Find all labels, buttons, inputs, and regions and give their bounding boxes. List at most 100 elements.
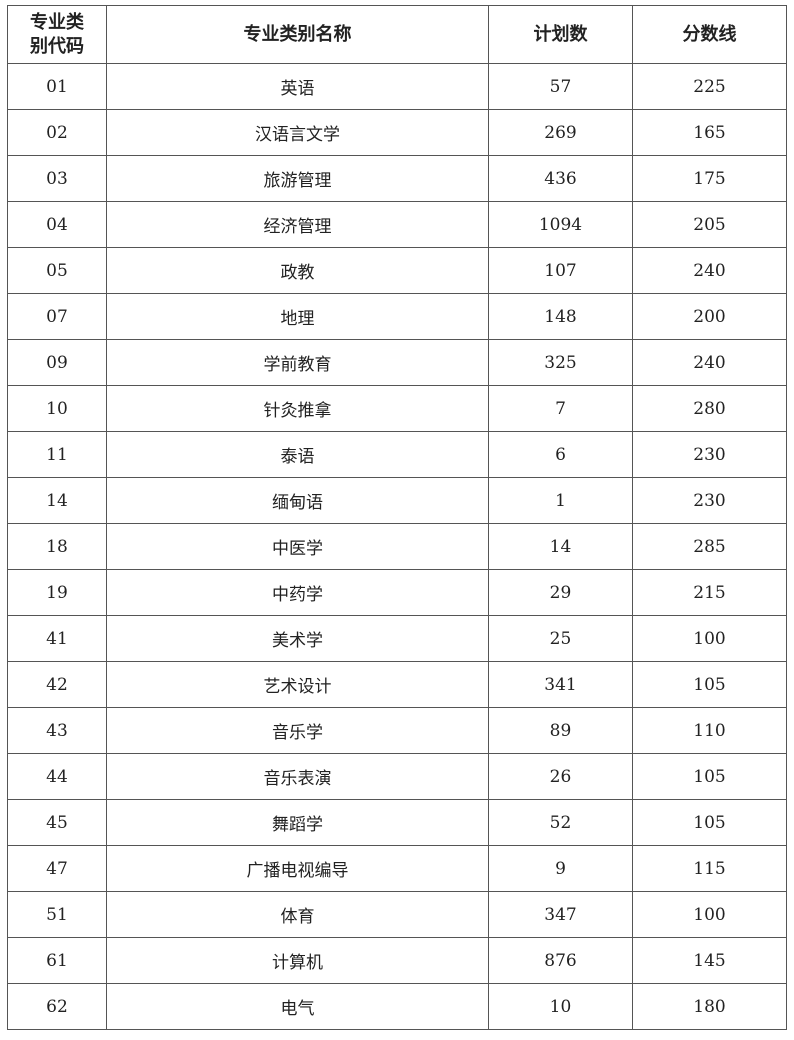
table-row: 11 泰语 6 230	[7, 431, 787, 478]
cell-name: 中医学	[106, 523, 489, 570]
cell-code: 09	[7, 339, 107, 386]
cell-name: 政教	[106, 247, 489, 294]
table-row: 01 英语 57 225	[7, 63, 787, 110]
cell-score: 215	[632, 569, 787, 616]
cell-plan: 1094	[488, 201, 633, 248]
cell-code: 05	[7, 247, 107, 294]
cell-score: 225	[632, 63, 787, 110]
cell-code: 03	[7, 155, 107, 202]
cell-code: 11	[7, 431, 107, 478]
table-row: 19 中药学 29 215	[7, 569, 787, 616]
cell-plan: 148	[488, 293, 633, 340]
cell-code: 10	[7, 385, 107, 432]
cell-score: 100	[632, 615, 787, 662]
cell-score: 105	[632, 661, 787, 708]
cell-plan: 9	[488, 845, 633, 892]
cell-name: 经济管理	[106, 201, 489, 248]
table-row: 09 学前教育 325 240	[7, 339, 787, 386]
cell-code: 42	[7, 661, 107, 708]
cell-name: 学前教育	[106, 339, 489, 386]
table-row: 04 经济管理 1094 205	[7, 201, 787, 248]
table-row: 41 美术学 25 100	[7, 615, 787, 662]
cell-score: 115	[632, 845, 787, 892]
cell-plan: 347	[488, 891, 633, 938]
table-row: 61 计算机 876 145	[7, 937, 787, 984]
cell-plan: 7	[488, 385, 633, 432]
cell-plan: 6	[488, 431, 633, 478]
cell-score: 230	[632, 477, 787, 524]
cell-name: 泰语	[106, 431, 489, 478]
cell-code: 44	[7, 753, 107, 800]
table-row: 51 体育 347 100	[7, 891, 787, 938]
cell-score: 240	[632, 247, 787, 294]
cell-code: 51	[7, 891, 107, 938]
cell-name: 针灸推拿	[106, 385, 489, 432]
cell-code: 43	[7, 707, 107, 754]
table-row: 10 针灸推拿 7 280	[7, 385, 787, 432]
table-row: 44 音乐表演 26 105	[7, 753, 787, 800]
cell-name: 音乐学	[106, 707, 489, 754]
table-row: 42 艺术设计 341 105	[7, 661, 787, 708]
cell-name: 音乐表演	[106, 753, 489, 800]
cell-code: 19	[7, 569, 107, 616]
cell-code: 62	[7, 983, 107, 1030]
cell-plan: 25	[488, 615, 633, 662]
cell-plan: 436	[488, 155, 633, 202]
cell-score: 230	[632, 431, 787, 478]
cell-score: 165	[632, 109, 787, 156]
header-name: 专业类别名称	[106, 5, 489, 64]
cell-name: 旅游管理	[106, 155, 489, 202]
cell-score: 285	[632, 523, 787, 570]
cell-code: 07	[7, 293, 107, 340]
table-row: 05 政教 107 240	[7, 247, 787, 294]
table-row: 62 电气 10 180	[7, 983, 787, 1030]
cell-code: 41	[7, 615, 107, 662]
cell-code: 61	[7, 937, 107, 984]
table-row: 43 音乐学 89 110	[7, 707, 787, 754]
table-body: 01 英语 57 225 02 汉语言文学 269 165 03 旅游管理 436 175 04 经济管理…	[7, 63, 787, 1030]
cell-name: 地理	[106, 293, 489, 340]
cell-score: 100	[632, 891, 787, 938]
cell-score: 205	[632, 201, 787, 248]
cell-code: 47	[7, 845, 107, 892]
header-plan: 计划数	[488, 5, 633, 64]
header-row: 专业类别代码 专业类别名称 计划数 分数线	[7, 5, 787, 64]
cell-plan: 89	[488, 707, 633, 754]
cell-name: 汉语言文学	[106, 109, 489, 156]
cell-name: 美术学	[106, 615, 489, 662]
cell-code: 01	[7, 63, 107, 110]
table-row: 47 广播电视编导 9 115	[7, 845, 787, 892]
cell-code: 18	[7, 523, 107, 570]
admission-table: 专业类别代码 专业类别名称 计划数 分数线 01 英语 57 225 02 汉语言文学 26…	[7, 5, 787, 1030]
cell-plan: 57	[488, 63, 633, 110]
cell-plan: 52	[488, 799, 633, 846]
cell-plan: 1	[488, 477, 633, 524]
cell-name: 英语	[106, 63, 489, 110]
cell-plan: 269	[488, 109, 633, 156]
cell-plan: 325	[488, 339, 633, 386]
cell-code: 14	[7, 477, 107, 524]
table-row: 14 缅甸语 1 230	[7, 477, 787, 524]
cell-score: 175	[632, 155, 787, 202]
cell-name: 缅甸语	[106, 477, 489, 524]
cell-plan: 341	[488, 661, 633, 708]
cell-plan: 26	[488, 753, 633, 800]
table-row: 07 地理 148 200	[7, 293, 787, 340]
cell-name: 计算机	[106, 937, 489, 984]
cell-name: 广播电视编导	[106, 845, 489, 892]
cell-code: 45	[7, 799, 107, 846]
cell-plan: 107	[488, 247, 633, 294]
cell-score: 280	[632, 385, 787, 432]
cell-plan: 876	[488, 937, 633, 984]
table-row: 18 中医学 14 285	[7, 523, 787, 570]
cell-score: 145	[632, 937, 787, 984]
cell-code: 04	[7, 201, 107, 248]
cell-score: 180	[632, 983, 787, 1030]
table-row: 45 舞蹈学 52 105	[7, 799, 787, 846]
cell-score: 200	[632, 293, 787, 340]
cell-score: 105	[632, 753, 787, 800]
cell-plan: 29	[488, 569, 633, 616]
cell-score: 110	[632, 707, 787, 754]
header-score: 分数线	[632, 5, 787, 64]
cell-name: 电气	[106, 983, 489, 1030]
